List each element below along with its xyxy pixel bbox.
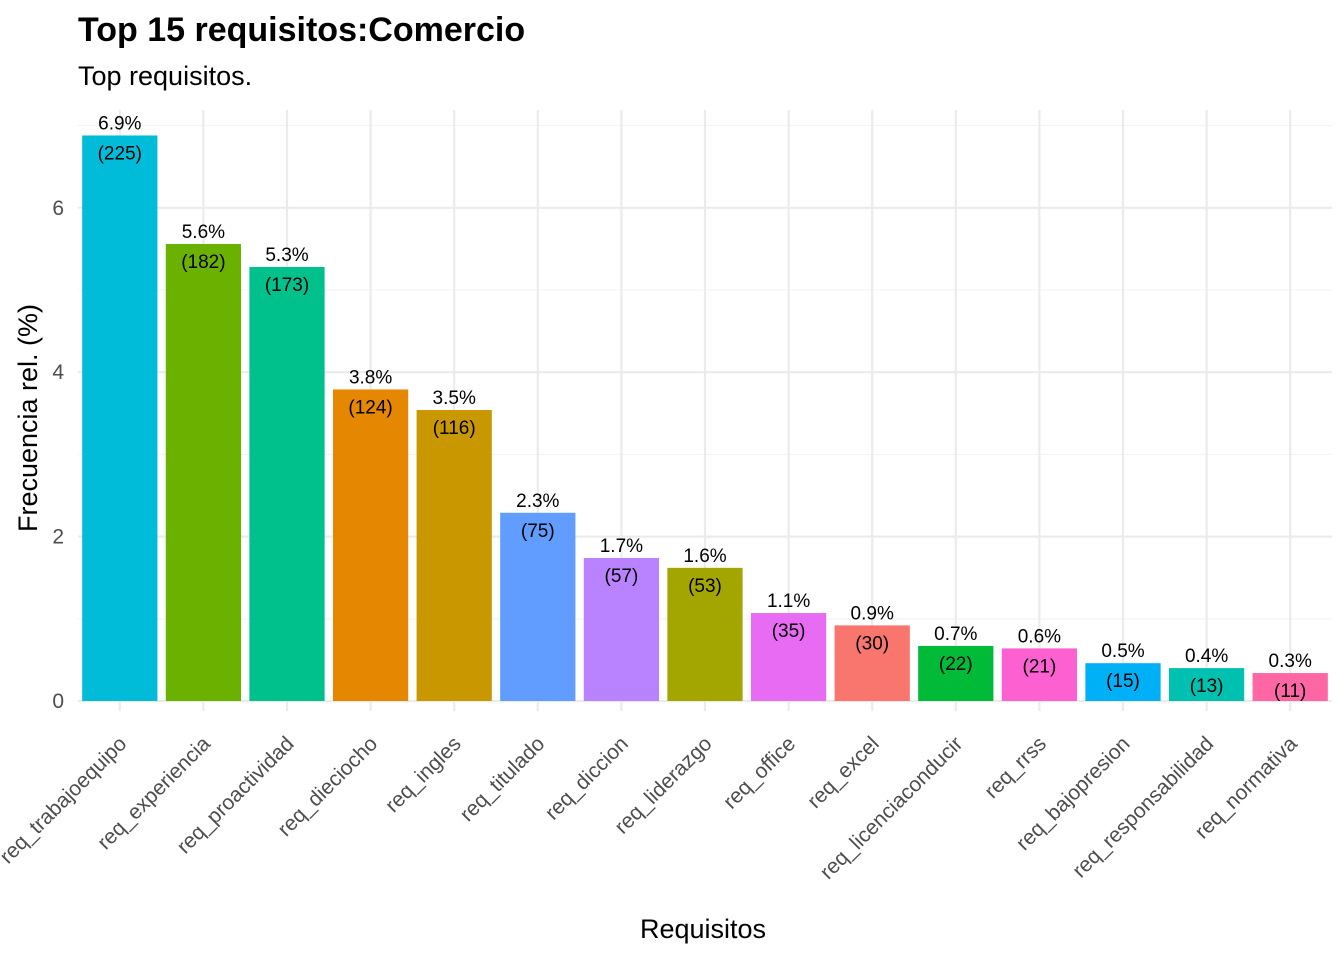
chart-title: Top 15 requisitos:Comercio bbox=[78, 11, 525, 49]
bar-pct-label: 3.5% bbox=[433, 388, 476, 409]
bar-pct-label: 1.6% bbox=[683, 546, 726, 567]
bar-req_licenciaconducir bbox=[918, 645, 994, 701]
bar-count-label: (11) bbox=[1274, 681, 1306, 702]
bar-req_responsabilidad bbox=[1168, 668, 1245, 701]
y-tick-label: 2 bbox=[52, 526, 64, 549]
bar-pct-label: 0.3% bbox=[1269, 651, 1312, 672]
chart-subtitle: Top requisitos. bbox=[78, 61, 252, 91]
bar-count-label: (53) bbox=[688, 576, 722, 597]
x-tick-label: req_titulado bbox=[455, 732, 549, 826]
bar-req_diccion bbox=[583, 557, 660, 701]
y-tick-label: 6 bbox=[52, 197, 64, 220]
bar-pct-label: 2.3% bbox=[516, 491, 559, 512]
bar-pct-label: 5.6% bbox=[182, 222, 225, 243]
x-axis: req_trabajoequiporeq_experienciareq_proa… bbox=[0, 732, 1302, 884]
bar-pct-label: 0.6% bbox=[1018, 626, 1061, 647]
bar-count-label: (21) bbox=[1023, 656, 1057, 677]
x-tick-label: req_rrss bbox=[980, 732, 1051, 803]
x-tick-label: req_excel bbox=[803, 732, 884, 813]
bar-count-label: (116) bbox=[433, 418, 476, 439]
x-tick-label: req_diccion bbox=[541, 732, 633, 824]
bar-req_normativa bbox=[1252, 673, 1328, 701]
bar-req_experiencia bbox=[165, 243, 242, 701]
bar-req_office bbox=[750, 613, 827, 701]
bar-count-label: (182) bbox=[181, 252, 225, 273]
y-tick-label: 0 bbox=[52, 690, 64, 713]
y-axis: 0 2 4 6 bbox=[52, 197, 64, 713]
bar-pct-label: 3.8% bbox=[349, 367, 392, 388]
bar-pct-label: 1.7% bbox=[600, 536, 643, 557]
bar-count-label: (30) bbox=[855, 633, 889, 654]
bar-labels: 6.9% (225) 5.6% (182) 5.3% (173) 3.8% (124) 3.5%… bbox=[98, 113, 1312, 702]
bar-pct-label: 0.7% bbox=[934, 624, 977, 645]
bar-pct-label: 6.9% bbox=[98, 113, 141, 134]
bar-req_dieciocho bbox=[332, 389, 409, 701]
bar-req_rrss bbox=[1001, 648, 1078, 701]
bar-pct-label: 0.9% bbox=[851, 603, 894, 624]
bar-pct-label: 1.1% bbox=[767, 591, 810, 612]
bar-count-label: (173) bbox=[265, 275, 309, 296]
bar-count-label: (15) bbox=[1106, 671, 1140, 692]
bar-req_proactividad bbox=[249, 266, 325, 701]
x-tick-label: req_ingles bbox=[381, 732, 466, 817]
bar-count-label: (225) bbox=[98, 143, 142, 164]
bar-req_ingles bbox=[416, 410, 492, 701]
bar-req_titulado bbox=[500, 512, 576, 701]
bar-count-label: (35) bbox=[772, 621, 806, 642]
y-tick-label: 4 bbox=[52, 361, 64, 384]
x-tick-label: req_office bbox=[719, 732, 800, 813]
bar-pct-label: 5.3% bbox=[265, 245, 308, 266]
x-tick-label: req_licenciaconducir bbox=[816, 732, 968, 884]
bar-count-label: (22) bbox=[939, 654, 973, 675]
bar-pct-label: 0.4% bbox=[1185, 646, 1228, 667]
bar-count-label: (57) bbox=[605, 566, 639, 587]
bars bbox=[82, 135, 1328, 702]
bar-req_bajopresion bbox=[1085, 663, 1161, 701]
x-axis-title: Requisitos bbox=[640, 914, 766, 944]
bar-pct-label: 0.5% bbox=[1101, 641, 1144, 662]
y-axis-title: Frecuencia rel. (%) bbox=[13, 304, 43, 532]
x-tick-label: req_responsabilidad bbox=[1068, 732, 1218, 882]
bar-count-label: (75) bbox=[521, 521, 555, 542]
bar-count-label: (124) bbox=[348, 397, 392, 418]
bar-count-label: (13) bbox=[1190, 676, 1224, 697]
bar-req_liderazgo bbox=[667, 567, 743, 701]
bar-req_trabajoequipo bbox=[82, 135, 158, 702]
bar-req_excel bbox=[834, 625, 910, 701]
